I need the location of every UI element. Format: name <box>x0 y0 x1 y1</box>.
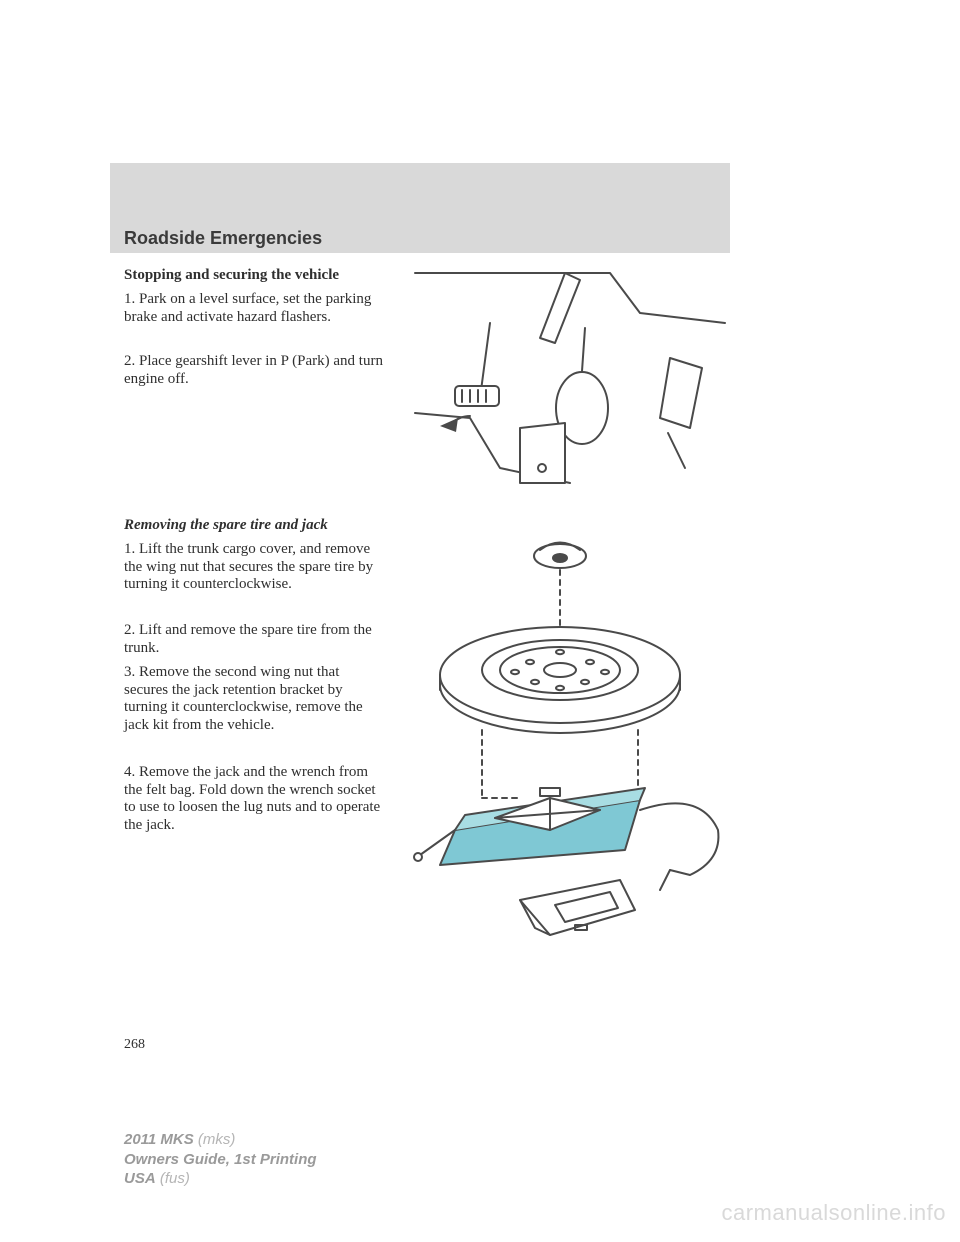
footer-region-code: (fus) <box>156 1170 190 1187</box>
footer-model-code: (mks) <box>194 1131 236 1148</box>
spare-tire-jack-icon <box>400 530 740 960</box>
step-text: 1. Lift the trunk cargo cover, and remov… <box>124 541 384 594</box>
step-text: 4. Remove the jack and the wrench from t… <box>124 764 384 835</box>
footer: 2011 MKS (mks) Owners Guide, 1st Printin… <box>124 1130 317 1189</box>
footer-model: 2011 MKS <box>124 1131 194 1148</box>
parking-brake-icon <box>410 268 730 486</box>
watermark: carmanualsonline.info <box>721 1200 946 1226</box>
footer-line-2: Owners Guide, 1st Printing <box>124 1150 317 1170</box>
page: Roadside Emergencies Stopping and securi… <box>0 0 960 1242</box>
step-text: 3. Remove the second wing nut that secur… <box>124 664 384 735</box>
illustration-parking-brake <box>410 268 730 486</box>
section-title-stopping: Stopping and securing the vehicle <box>124 267 339 284</box>
step-text: 2. Place gearshift lever in P (Park) and… <box>124 353 384 388</box>
step-text: 2. Lift and remove the spare tire from t… <box>124 622 384 657</box>
illustration-spare-tire-jack <box>400 530 740 960</box>
page-number: 268 <box>124 1037 145 1053</box>
step-text: 1. Park on a level surface, set the park… <box>124 291 384 326</box>
footer-line-3: USA (fus) <box>124 1169 317 1189</box>
section-title-spare-tire: Removing the spare tire and jack <box>124 517 328 534</box>
footer-region: USA <box>124 1170 156 1187</box>
footer-line-1: 2011 MKS (mks) <box>124 1130 317 1150</box>
chapter-title: Roadside Emergencies <box>124 228 322 249</box>
